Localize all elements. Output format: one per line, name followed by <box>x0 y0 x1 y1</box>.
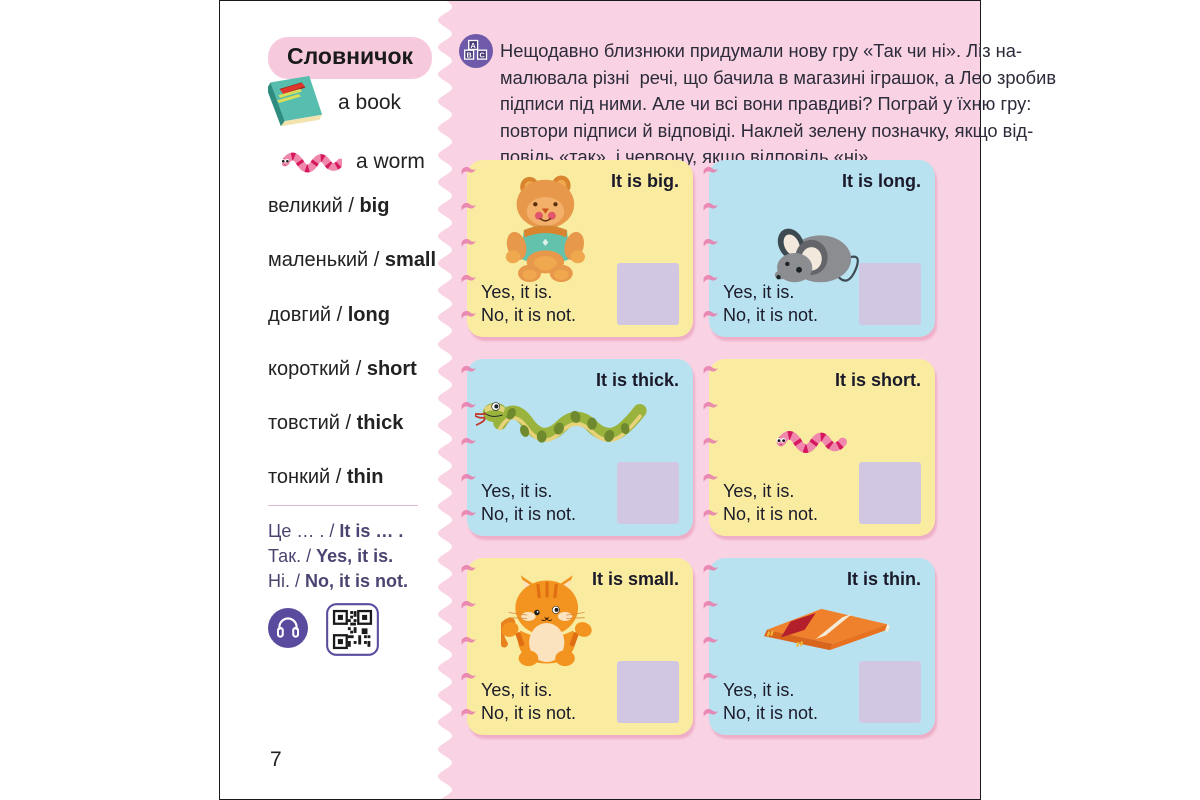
svg-text:A: A <box>471 41 477 50</box>
svg-text:C: C <box>479 51 485 60</box>
svg-text:B: B <box>466 51 471 60</box>
